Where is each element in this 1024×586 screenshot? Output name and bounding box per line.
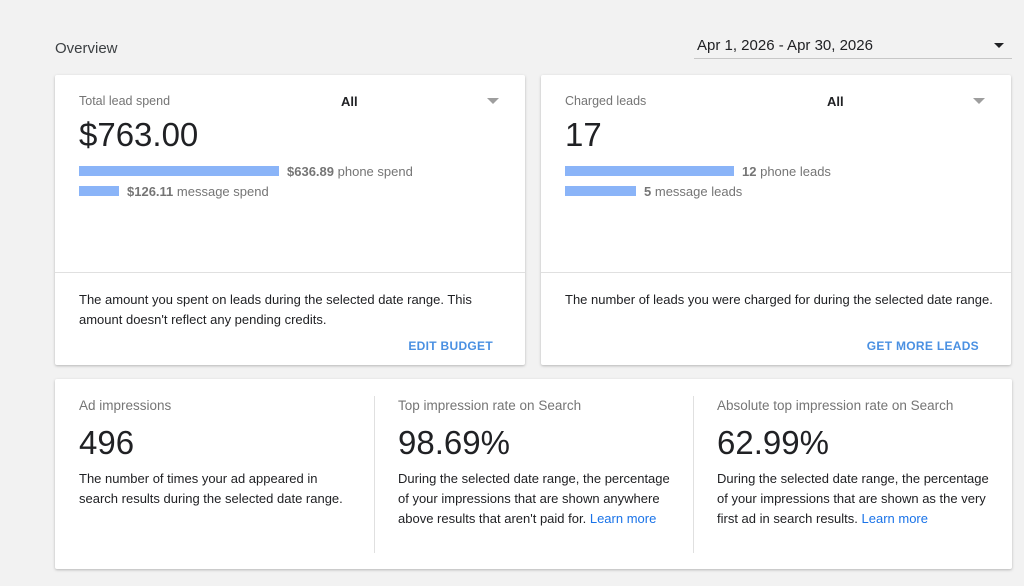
message-leads-bar [565, 186, 636, 196]
charged-leads-description: The number of leads you were charged for… [565, 292, 993, 307]
lead-spend-description: The amount you spent on leads during the… [79, 292, 472, 327]
charged-leads-filter-dropdown[interactable]: All [817, 92, 993, 110]
metric-value: 62.99% [717, 424, 829, 461]
lead-spend-filter-dropdown[interactable]: All [331, 92, 507, 110]
metric-label: Ad impressions [79, 398, 172, 413]
metric-description: During the selected date range, the perc… [717, 471, 989, 526]
edit-budget-button[interactable]: EDIT BUDGET [408, 339, 493, 353]
chevron-down-icon [487, 98, 499, 104]
metric-label: Absolute top impression rate on Search [717, 398, 954, 413]
charged-leads-value: 17 [565, 116, 602, 153]
message-leads-count: 5 [644, 183, 652, 199]
page-title: Overview [55, 40, 118, 57]
phone-leads-text: phone leads [760, 163, 831, 179]
charged-leads-filter-value: All [827, 93, 844, 109]
get-more-leads-button[interactable]: GET MORE LEADS [866, 339, 979, 353]
metric-top-impression-rate: Top impression rate on Search 98.69% Dur… [374, 379, 693, 569]
impressions-card: Ad impressions 496 The number of times y… [55, 379, 1012, 569]
charged-leads-summary: Charged leads All 17 12 phone leads 5 me… [541, 75, 1011, 273]
lead-spend-value: $763.00 [79, 116, 199, 153]
message-spend-row: $126.11 message spend [79, 183, 269, 199]
learn-more-link[interactable]: Learn more [861, 511, 928, 526]
metric-description: The number of times your ad appeared in … [79, 471, 343, 506]
phone-leads-bar [565, 166, 734, 176]
metric-value: 496 [79, 424, 135, 461]
chevron-down-icon [994, 43, 1004, 48]
message-spend-bar [79, 186, 119, 196]
message-leads-row: 5 message leads [565, 183, 742, 199]
divider [374, 396, 375, 553]
charged-leads-card: Charged leads All 17 12 phone leads 5 me… [541, 75, 1011, 365]
phone-spend-text: phone spend [337, 163, 413, 179]
lead-spend-filter-value: All [341, 93, 358, 109]
phone-spend-amount: $636.89 [287, 163, 334, 179]
date-range-value: Apr 1, 2026 - Apr 30, 2026 [697, 37, 873, 54]
phone-leads-row: 12 phone leads [565, 163, 831, 179]
charged-leads-label: Charged leads [565, 94, 647, 108]
learn-more-link[interactable]: Learn more [589, 511, 657, 526]
metric-ad-impressions: Ad impressions 496 The number of times y… [55, 379, 374, 569]
phone-spend-bar [79, 166, 279, 176]
message-spend-text: message spend [176, 183, 269, 199]
metric-value: 98.69% [398, 424, 510, 461]
lead-spend-label: Total lead spend [79, 94, 171, 108]
phone-leads-count: 12 [742, 163, 757, 179]
lead-spend-card: Total lead spend All $763.00 $636.89 pho… [55, 75, 525, 365]
message-leads-text: message leads [654, 183, 743, 199]
metric-label: Top impression rate on Search [398, 398, 582, 413]
lead-spend-summary: Total lead spend All $763.00 $636.89 pho… [55, 75, 525, 273]
chevron-down-icon [973, 98, 985, 104]
date-range-dropdown[interactable]: Apr 1, 2026 - Apr 30, 2026 [694, 33, 1012, 59]
metric-absolute-top-impression-rate: Absolute top impression rate on Search 6… [693, 379, 1012, 569]
metric-description: During the selected date range, the perc… [398, 471, 670, 526]
divider [693, 396, 694, 553]
phone-spend-row: $636.89 phone spend [79, 163, 413, 179]
message-spend-amount: $126.11 [127, 183, 174, 199]
